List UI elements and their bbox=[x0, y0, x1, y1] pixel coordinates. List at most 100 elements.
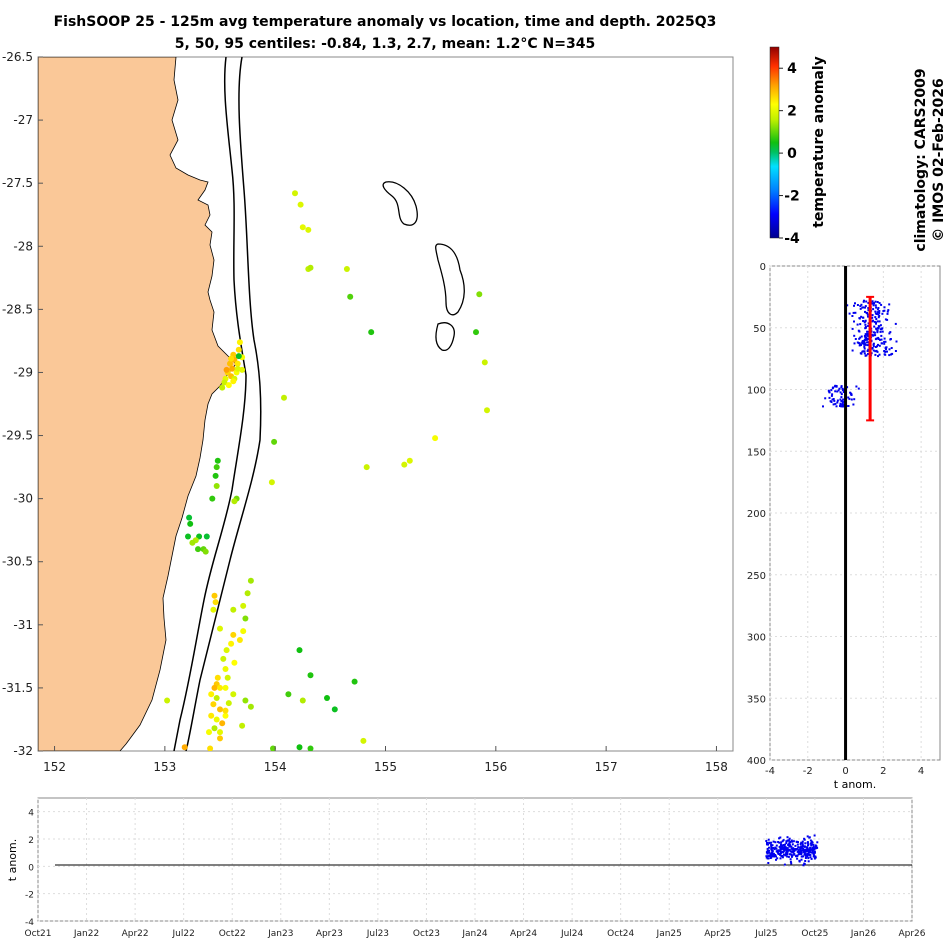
depth-point bbox=[874, 300, 877, 303]
time-point bbox=[765, 856, 768, 859]
time-point bbox=[794, 848, 797, 850]
depth-point bbox=[866, 330, 869, 333]
depth-point bbox=[877, 338, 880, 340]
time-x-tick-label: Jul23 bbox=[366, 929, 389, 939]
time-point bbox=[810, 844, 813, 847]
time-point bbox=[772, 853, 775, 856]
depth-point bbox=[876, 311, 879, 314]
map-point bbox=[212, 472, 219, 479]
depth-y-tick-label: 350 bbox=[747, 694, 766, 705]
depth-point bbox=[853, 304, 855, 307]
map-point bbox=[221, 379, 228, 386]
time-point bbox=[811, 848, 814, 851]
map-point bbox=[209, 495, 216, 502]
time-point bbox=[766, 847, 769, 850]
time-point bbox=[766, 855, 769, 858]
depth-point bbox=[864, 327, 867, 330]
time-point bbox=[781, 844, 784, 847]
map-point bbox=[217, 706, 223, 713]
time-point bbox=[796, 847, 799, 850]
depth-point bbox=[841, 387, 844, 390]
time-x-tick-label: Jul24 bbox=[560, 929, 584, 939]
map-point bbox=[225, 700, 232, 707]
map-point bbox=[217, 625, 223, 632]
map-point bbox=[181, 744, 188, 751]
depth-point bbox=[855, 385, 858, 388]
time-point bbox=[766, 852, 769, 855]
time-point bbox=[776, 850, 779, 853]
map-point bbox=[208, 712, 215, 719]
map-point bbox=[406, 457, 413, 464]
map-point bbox=[210, 606, 217, 613]
map-point bbox=[228, 355, 235, 362]
time-point bbox=[765, 855, 768, 858]
time-point bbox=[784, 847, 787, 849]
time-point bbox=[812, 843, 815, 846]
depth-point bbox=[864, 323, 867, 326]
x-tick-label: 153 bbox=[153, 760, 176, 774]
map-point bbox=[299, 697, 306, 704]
map-point bbox=[331, 706, 338, 713]
depth-point bbox=[830, 401, 833, 403]
map-point bbox=[240, 628, 247, 635]
time-point bbox=[770, 855, 773, 858]
time-point bbox=[766, 842, 768, 844]
map-point bbox=[222, 707, 229, 714]
depth-point bbox=[878, 310, 881, 312]
time-x-tick-label: Jan25 bbox=[656, 929, 682, 939]
time-point bbox=[795, 854, 798, 857]
depth-x-tick-label: -4 bbox=[765, 766, 775, 777]
time-point bbox=[814, 844, 817, 847]
map-point bbox=[239, 366, 246, 373]
time-ylabel: t anom. bbox=[6, 839, 19, 881]
time-point bbox=[793, 853, 796, 856]
colorbar-label: temperature anomaly bbox=[811, 56, 827, 228]
x-tick-label: 155 bbox=[374, 760, 397, 774]
time-panel: Oct21 Jan22 Apr22 Jul22 Oct22 Jan23 Apr23 Jul23… bbox=[6, 797, 926, 939]
depth-point bbox=[830, 394, 833, 397]
depth-point bbox=[864, 310, 866, 313]
x-tick-label: 157 bbox=[595, 760, 618, 774]
depth-point bbox=[879, 330, 882, 333]
depth-point bbox=[837, 389, 840, 392]
time-point bbox=[815, 845, 818, 848]
map-point bbox=[432, 435, 439, 442]
time-point bbox=[811, 846, 814, 849]
depth-point bbox=[864, 343, 867, 346]
time-x-tick-label: Apr26 bbox=[898, 929, 925, 939]
colorbar-ticks: 4 2 0 -2 -4 bbox=[779, 61, 800, 247]
time-point bbox=[786, 855, 789, 858]
depth-point bbox=[874, 346, 877, 348]
depth-point bbox=[846, 386, 849, 389]
time-point bbox=[765, 851, 768, 854]
time-point bbox=[767, 862, 770, 864]
y-tick-label: -29.5 bbox=[2, 429, 33, 443]
time-point bbox=[802, 847, 805, 850]
depth-point bbox=[874, 353, 877, 356]
time-axis-ticks: Oct21 Jan22 Apr22 Jul22 Oct22 Jan23 Apr23 Jul23… bbox=[24, 809, 925, 939]
time-point bbox=[801, 855, 804, 858]
depth-point bbox=[874, 304, 877, 307]
map-point bbox=[213, 716, 220, 723]
time-point bbox=[797, 846, 800, 849]
y-tick-label: -29 bbox=[13, 365, 33, 379]
time-point bbox=[780, 843, 782, 846]
time-x-tick-label: Jul22 bbox=[172, 929, 195, 939]
time-y-tick-label: 0 bbox=[28, 863, 34, 873]
time-point bbox=[797, 851, 800, 854]
time-point bbox=[770, 841, 773, 844]
time-point bbox=[777, 841, 780, 843]
y-tick-label: -26.5 bbox=[2, 50, 33, 64]
colorbar-tick-label: -4 bbox=[784, 231, 800, 247]
depth-point bbox=[850, 398, 853, 401]
depth-point bbox=[863, 342, 866, 345]
map-point bbox=[189, 539, 196, 546]
time-point bbox=[772, 840, 775, 843]
map-point bbox=[347, 293, 354, 300]
time-point bbox=[784, 843, 787, 846]
time-point bbox=[771, 852, 774, 855]
depth-point bbox=[839, 402, 842, 405]
map-point bbox=[360, 737, 367, 744]
depth-point bbox=[877, 316, 880, 319]
time-point bbox=[806, 847, 809, 850]
